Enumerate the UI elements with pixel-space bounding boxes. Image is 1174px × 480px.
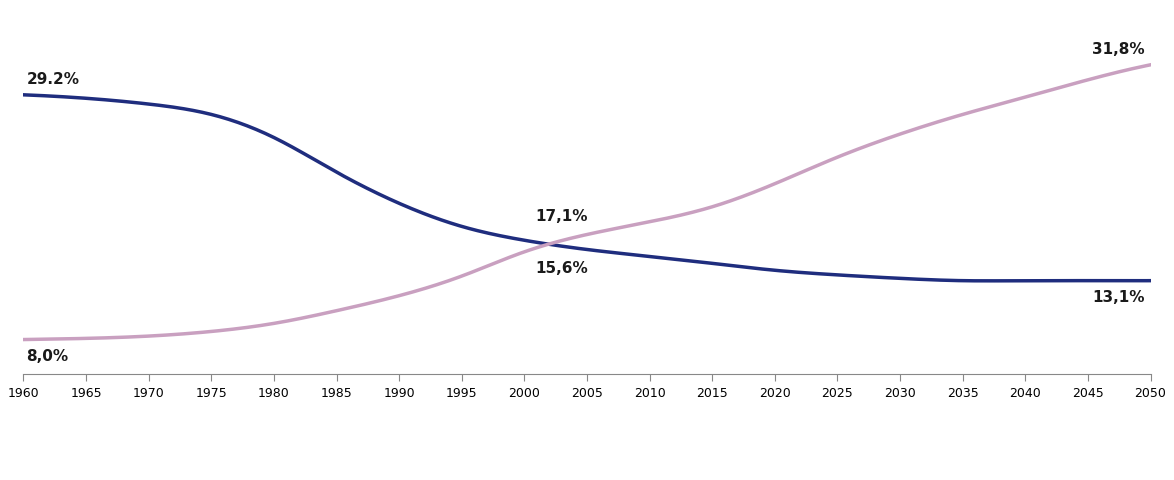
Text: 31,8%: 31,8%	[1092, 42, 1145, 57]
Text: 15,6%: 15,6%	[535, 261, 588, 276]
Text: 29.2%: 29.2%	[26, 72, 80, 87]
Text: 8,0%: 8,0%	[26, 348, 68, 363]
Text: 13,1%: 13,1%	[1093, 289, 1145, 304]
Text: 17,1%: 17,1%	[535, 209, 588, 224]
